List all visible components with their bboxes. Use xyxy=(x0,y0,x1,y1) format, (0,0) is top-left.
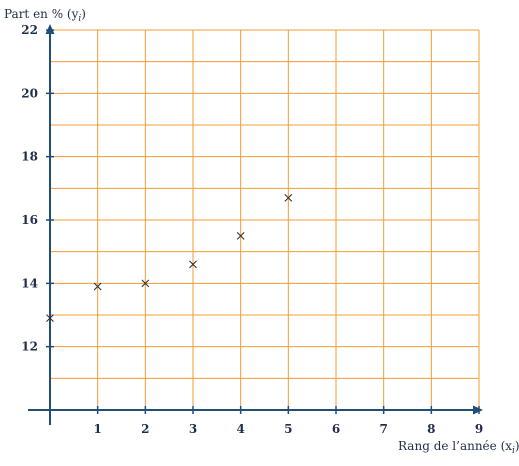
x-axis-title-close-paren: ) xyxy=(515,439,519,453)
x-axis-arrowhead xyxy=(473,405,483,415)
x-tick-label: 4 xyxy=(236,422,244,436)
x-axis-title: Rang de l’année (xi) xyxy=(398,439,519,456)
data-point-marker xyxy=(189,260,197,269)
data-point-marker xyxy=(93,282,102,291)
x-tick-label: 1 xyxy=(93,422,101,436)
data-point-marker xyxy=(236,231,245,240)
data-points xyxy=(46,193,293,323)
data-point-marker xyxy=(284,193,293,202)
grid xyxy=(50,29,480,410)
y-tick-label: 14 xyxy=(21,276,38,290)
y-axis-title: Part en % (yi) xyxy=(4,7,86,24)
y-tick-label: 18 xyxy=(21,150,38,164)
x-tick-label: 5 xyxy=(284,422,292,436)
x-tick-label: 2 xyxy=(141,422,149,436)
data-point-marker xyxy=(141,279,150,288)
y-tick-label: 16 xyxy=(21,213,38,227)
x-tick-label: 7 xyxy=(379,422,387,436)
axes xyxy=(28,24,483,425)
x-tick-label: 9 xyxy=(475,422,483,436)
y-tick-label: 12 xyxy=(21,340,38,354)
x-tick-label: 8 xyxy=(427,422,435,436)
y-axis-title-close-paren: ) xyxy=(81,7,86,21)
data-point-marker xyxy=(46,314,54,323)
y-tick-label: 22 xyxy=(21,23,38,37)
x-tick-label: 3 xyxy=(189,422,197,436)
y-axis-title-subscript: i xyxy=(78,14,81,24)
y-tick-label: 20 xyxy=(21,86,38,100)
x-tick-label: 6 xyxy=(332,422,340,436)
y-axis-arrowhead xyxy=(45,24,55,34)
x-axis-title-subscript: i xyxy=(512,446,515,456)
